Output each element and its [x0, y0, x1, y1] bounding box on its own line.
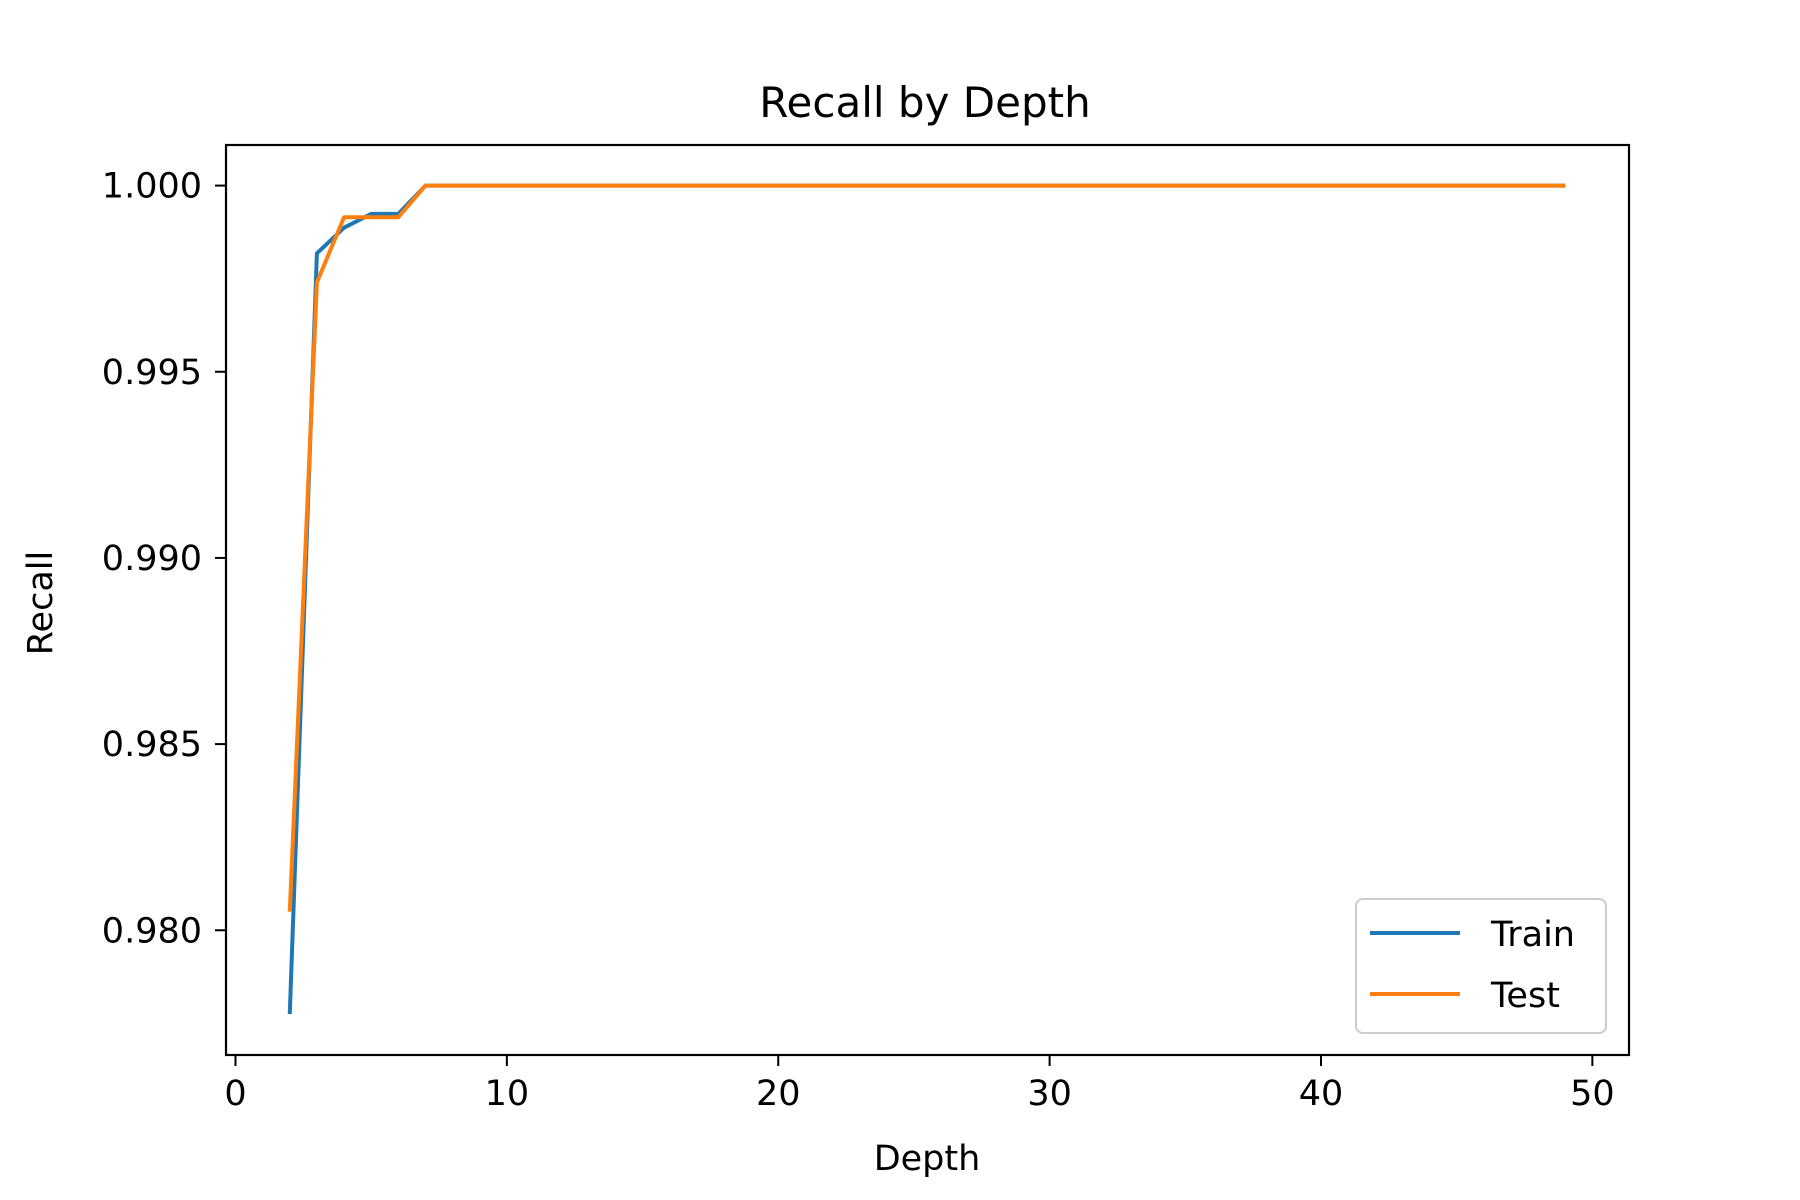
legend: Train Test [1355, 898, 1607, 1034]
x-tick-label: 30 [1027, 1074, 1072, 1114]
x-tick-label: 40 [1299, 1074, 1344, 1114]
x-tick-label: 50 [1570, 1074, 1615, 1114]
x-axis: 0 10 20 30 40 50 [224, 1055, 1615, 1114]
y-axis-label: Recall [21, 551, 61, 655]
x-tick-label: 0 [224, 1074, 246, 1114]
chart-title: Recall by Depth [759, 78, 1090, 127]
y-tick-label: 0.980 [102, 911, 202, 951]
y-axis: 0.980 0.985 0.990 0.995 1.000 [102, 167, 226, 951]
y-tick-label: 0.985 [102, 725, 202, 765]
legend-train-label: Train [1490, 915, 1575, 955]
y-tick-label: 1.000 [102, 167, 202, 207]
plot-frame [224, 143, 1631, 1057]
series-line-test [287, 183, 1566, 912]
x-tick-label: 10 [485, 1074, 530, 1114]
x-tick-label: 20 [756, 1074, 801, 1114]
x-axis-label: Depth [874, 1139, 981, 1179]
plot-lines [287, 183, 1566, 1015]
y-tick-label: 0.995 [102, 353, 202, 393]
legend-test-label: Test [1490, 976, 1560, 1016]
y-tick-label: 0.990 [102, 539, 202, 579]
